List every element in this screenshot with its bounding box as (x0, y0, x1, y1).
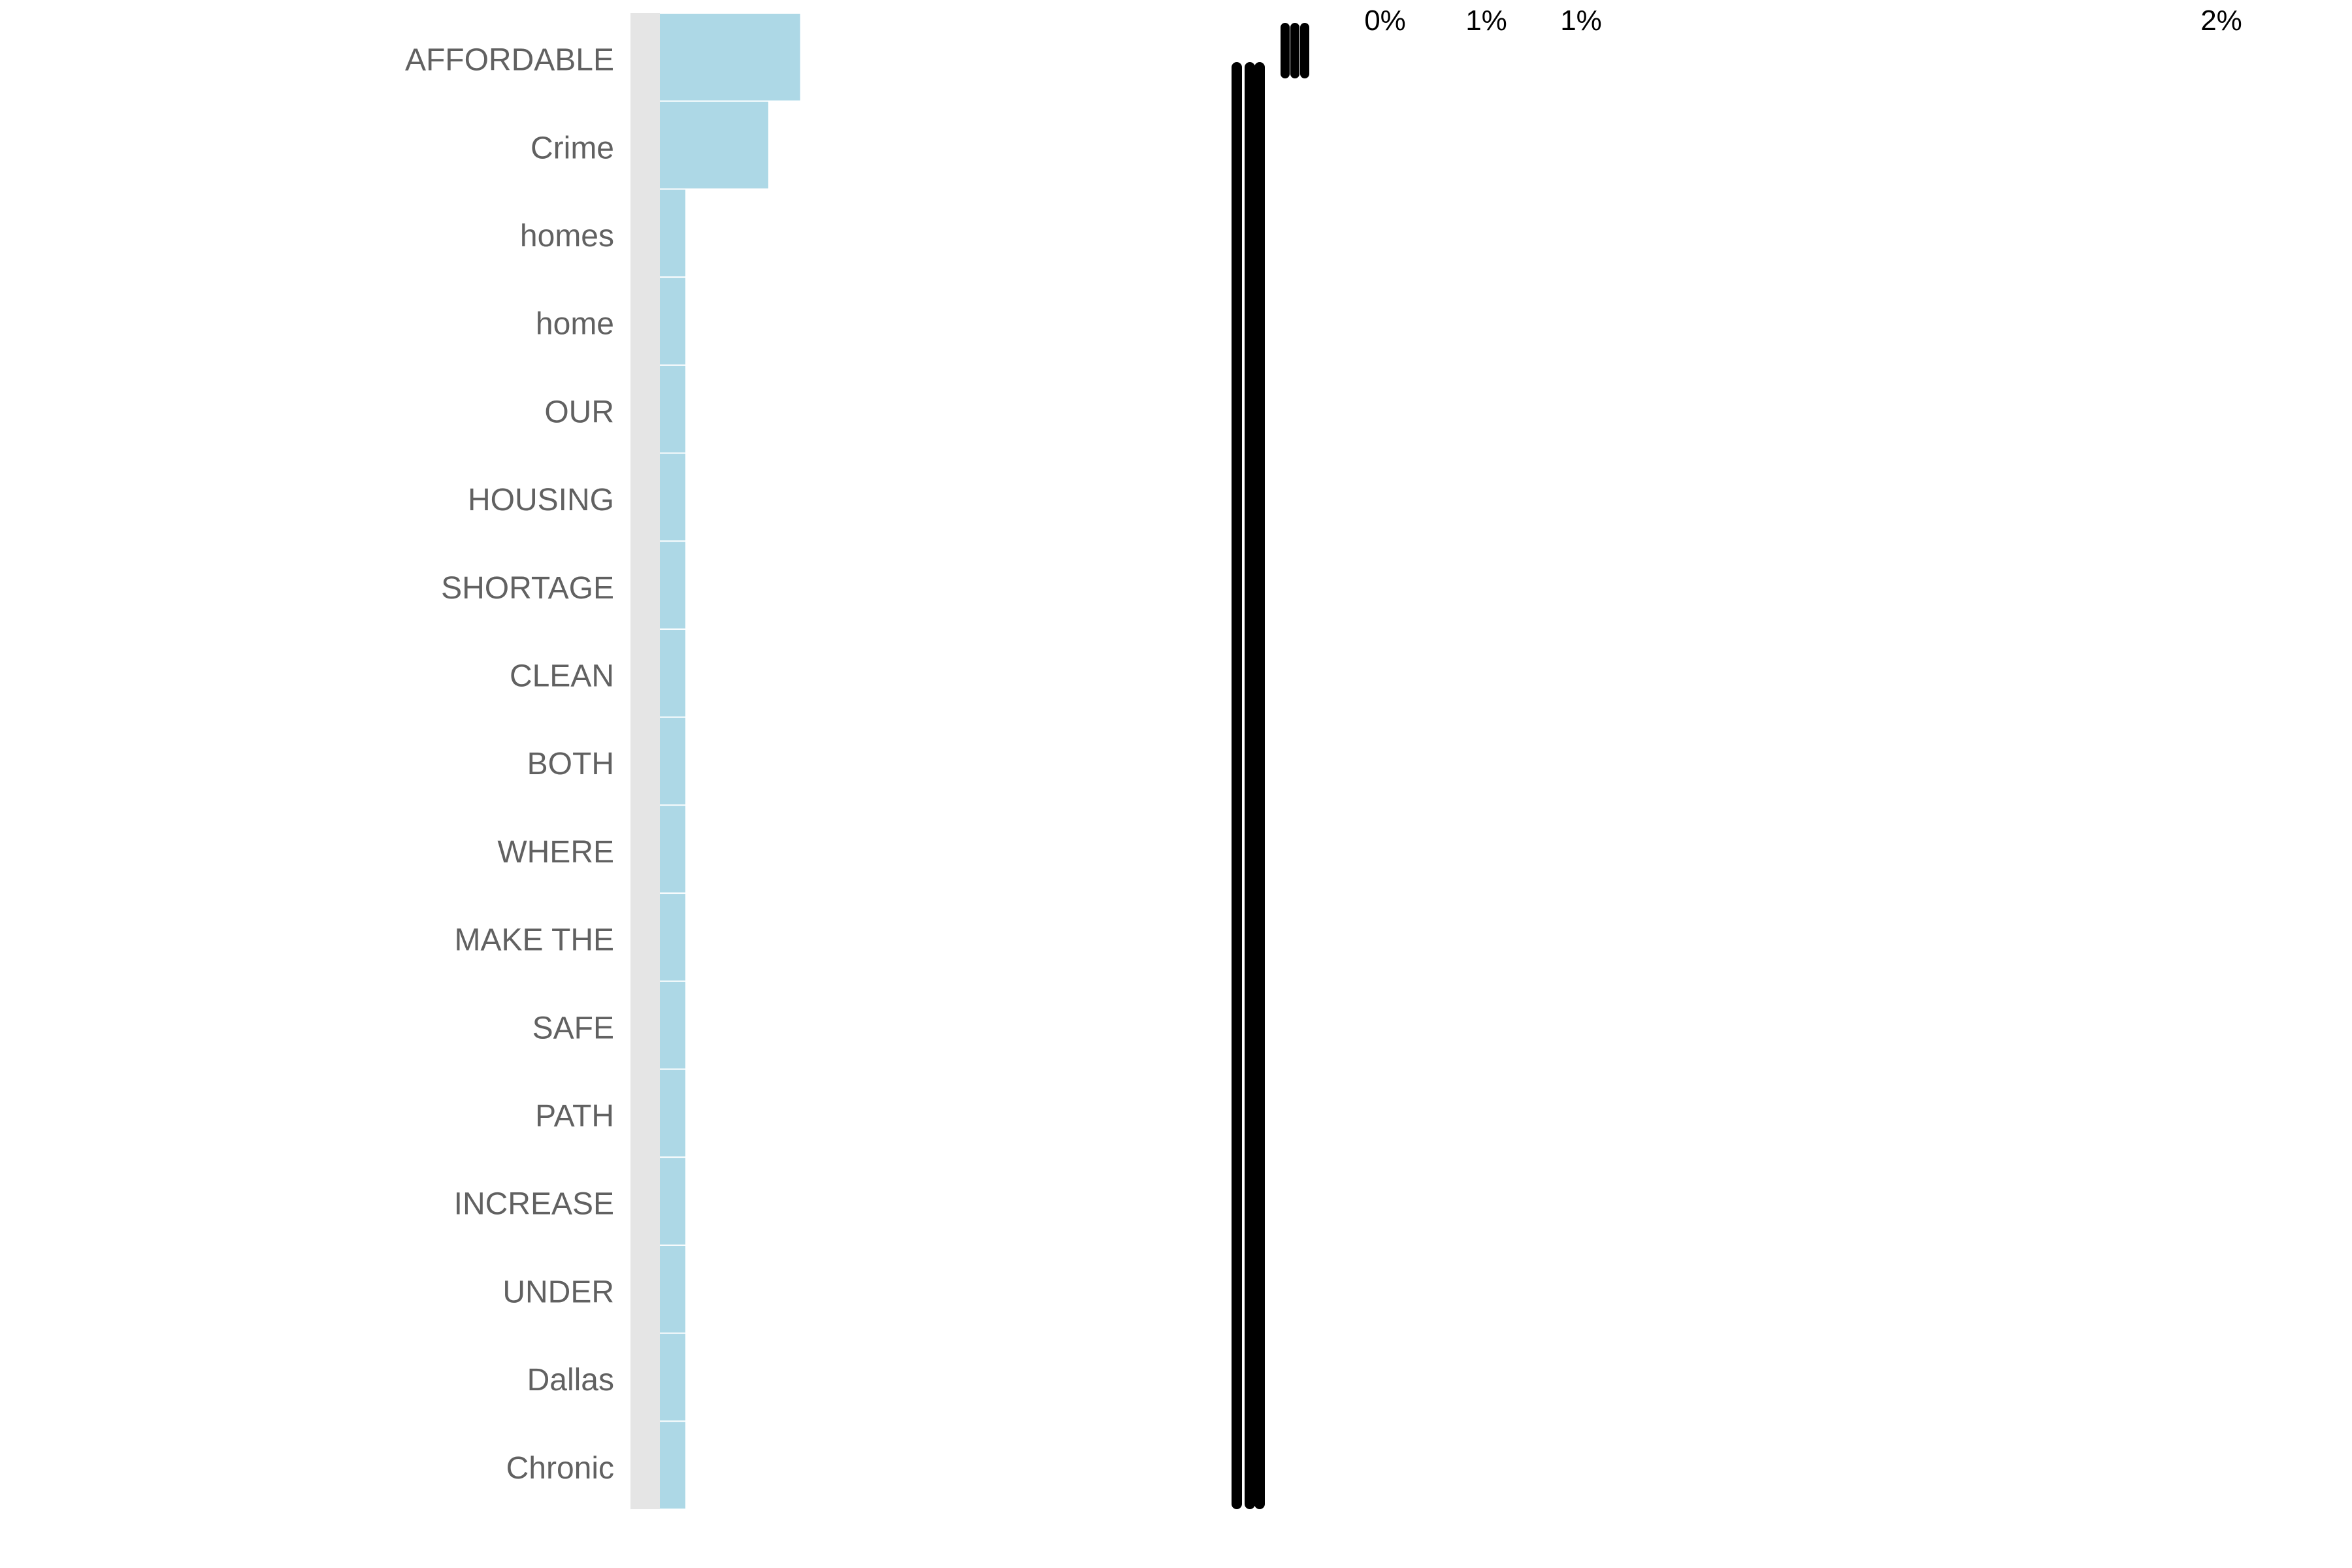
category-label: AFFORDABLE (405, 43, 614, 78)
category-label: OUR (544, 395, 614, 429)
data-label-overflow-mark (1300, 23, 1309, 78)
category-label: homes (520, 219, 614, 253)
top-tick-label: 1% (1465, 5, 1507, 37)
category-label: Chronic (506, 1451, 614, 1486)
panel-strip (630, 13, 660, 1509)
bar (660, 1334, 685, 1421)
data-label-overflow-mark (1290, 23, 1299, 78)
bar (660, 542, 685, 629)
bars (660, 14, 800, 1509)
category-labels: AFFORDABLE Crime homes home OUR HOUSING SHORTA… (405, 43, 614, 1486)
category-label: BOTH (527, 747, 614, 781)
bar (660, 982, 685, 1069)
bar (660, 366, 685, 453)
category-label: Dallas (527, 1363, 614, 1397)
top-tick-label: 2% (2200, 5, 2242, 37)
bar (660, 454, 685, 541)
overflow-marks (1232, 23, 1309, 1509)
bar (660, 1158, 685, 1245)
data-label-overflow-mark (1254, 62, 1265, 1509)
top-tick-label: 1% (1560, 5, 1602, 37)
category-label: MAKE THE (455, 923, 615, 958)
data-label-overflow-mark (1232, 62, 1242, 1509)
category-label: SAFE (532, 1011, 614, 1045)
category-label: Crime (531, 131, 614, 165)
category-label: SHORTAGE (441, 571, 614, 606)
bar (660, 630, 685, 717)
category-label: HOUSING (468, 483, 614, 517)
category-label: WHERE (497, 835, 614, 870)
bar (660, 1422, 685, 1509)
category-label: INCREASE (454, 1187, 614, 1222)
top-tick-label: 0% (1364, 5, 1406, 37)
bar (660, 806, 685, 892)
category-label: CLEAN (510, 659, 614, 694)
bar (660, 14, 800, 101)
top-ticks: 0% 1% 1% 2% (1364, 5, 2242, 37)
bar (660, 894, 685, 981)
data-label-overflow-mark (1281, 23, 1290, 78)
bar (660, 102, 768, 189)
bar (660, 278, 685, 365)
bar (660, 1246, 685, 1333)
bar (660, 1070, 685, 1156)
data-label-overflow-mark (1245, 62, 1255, 1509)
category-label: home (536, 307, 614, 342)
category-label: UNDER (502, 1275, 614, 1309)
category-label: PATH (535, 1099, 614, 1134)
bar (660, 718, 685, 805)
bar (660, 189, 685, 276)
